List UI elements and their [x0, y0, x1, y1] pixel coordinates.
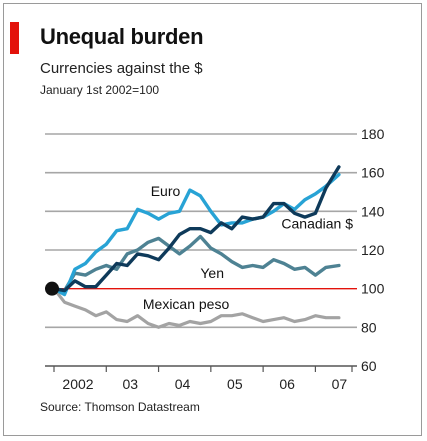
series-line-yen	[52, 234, 341, 293]
y-tick-label: 60	[361, 358, 377, 374]
x-tick-label: 06	[279, 376, 295, 392]
y-tick-labels: 60 80 100 120 140 160 180	[361, 126, 385, 374]
y-tick-label: 80	[361, 319, 377, 335]
chart-note: January 1st 2002=100	[40, 83, 160, 97]
gridlines	[45, 133, 357, 367]
series-line-canadian	[52, 165, 341, 293]
y-tick-label: 100	[361, 281, 385, 297]
x-tick-label: 03	[122, 376, 138, 392]
series-lines	[52, 165, 341, 329]
start-point-marker	[45, 281, 59, 296]
chart-frame	[3, 3, 422, 436]
accent-bar	[10, 22, 19, 54]
x-tick-labels: 2002 03 04 05 06 07	[53, 366, 353, 392]
chart-subtitle: Currencies against the $	[40, 60, 203, 77]
y-tick-label: 160	[361, 165, 385, 181]
y-tick-label: 140	[361, 203, 385, 219]
series-labels: Euro Canadian $ Yen Mexican peso	[143, 183, 353, 312]
series-line-euro	[52, 172, 341, 297]
series-line-peso	[52, 287, 341, 329]
y-tick-label: 180	[361, 126, 385, 142]
series-label: Canadian $	[281, 216, 353, 232]
x-tick-label: 04	[175, 376, 191, 392]
chart-title: Unequal burden	[40, 24, 204, 49]
series-label: Yen	[200, 265, 224, 281]
source-note: Source: Thomson Datastream	[40, 400, 200, 414]
start-marker	[45, 281, 59, 296]
x-tick-label: 05	[227, 376, 243, 392]
series-label: Euro	[151, 183, 181, 199]
y-tick-label: 120	[361, 242, 385, 258]
x-tick-label: 2002	[62, 376, 93, 392]
x-tick-label: 07	[332, 376, 348, 392]
series-label: Mexican peso	[143, 296, 230, 312]
